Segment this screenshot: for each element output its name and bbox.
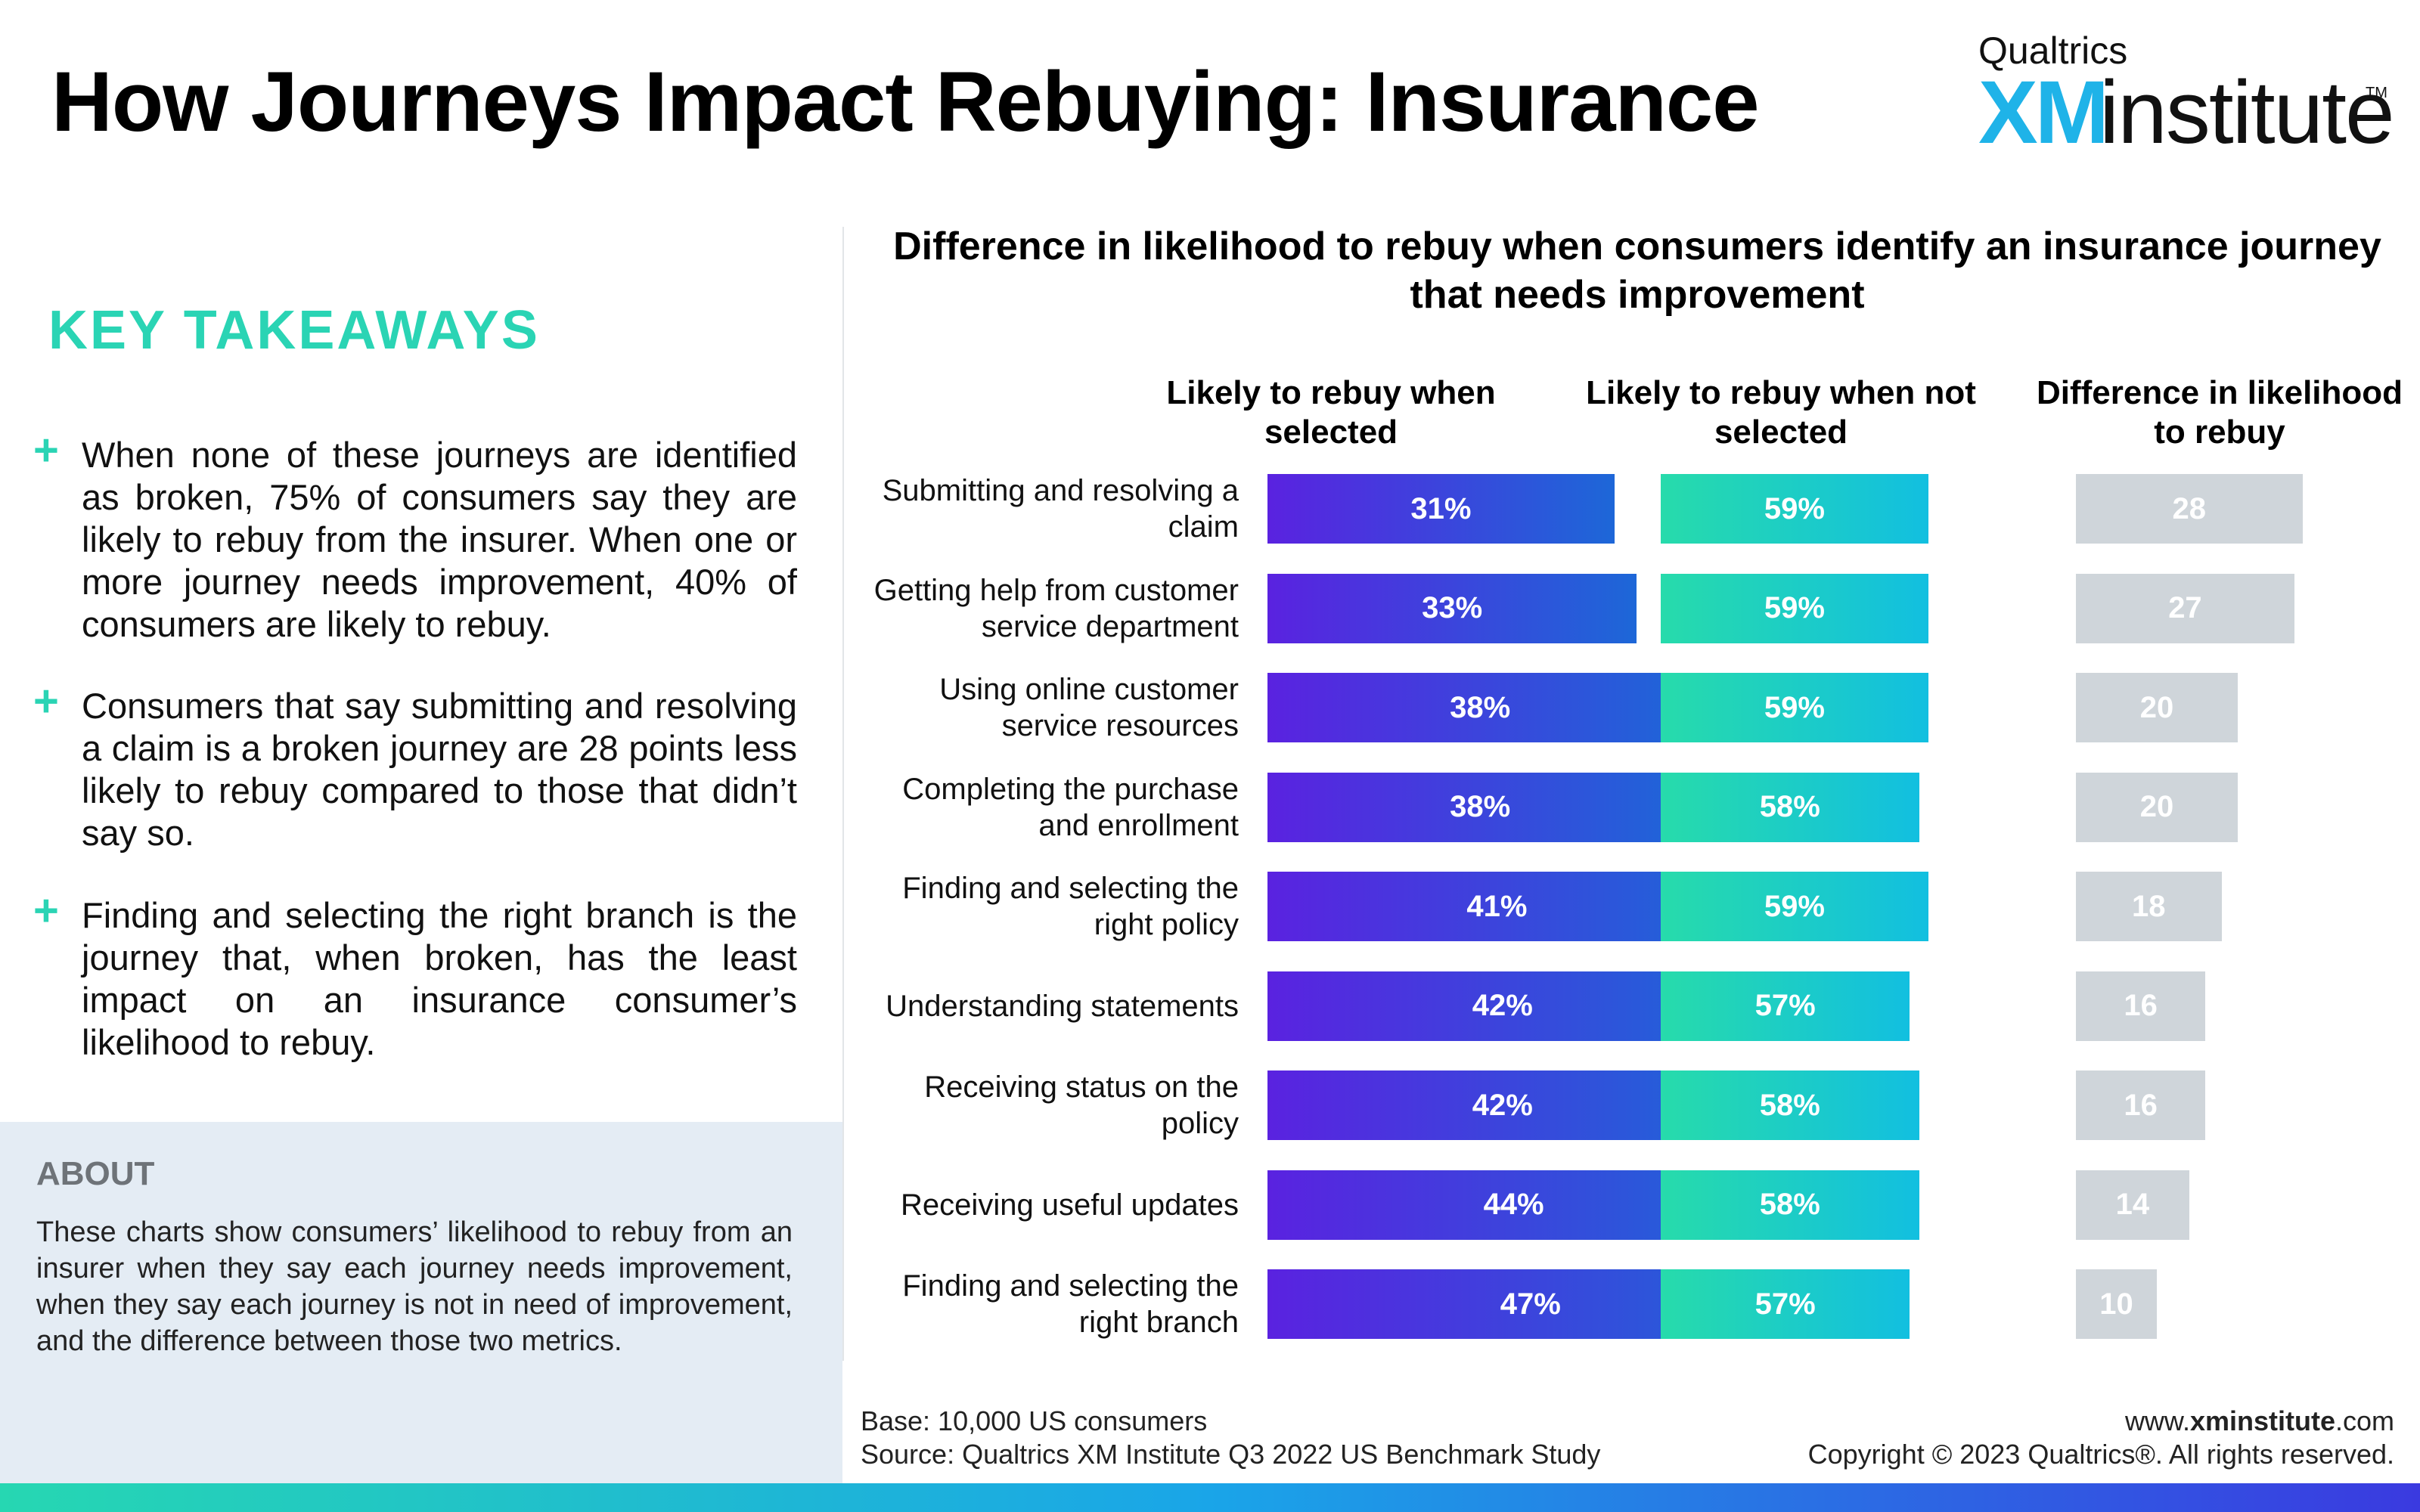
base-note: Base: 10,000 US consumers	[861, 1405, 1208, 1436]
data-label: 38%	[1450, 790, 1511, 823]
row-label: Understanding statements	[886, 989, 1239, 1023]
takeaway-text: When none of these journeys are identifi…	[82, 435, 797, 644]
takeaway-text: Finding and selecting the right branch i…	[82, 895, 797, 1062]
row-label: Completing the purchase and enrollment	[902, 772, 1239, 842]
section-divider	[842, 227, 844, 1361]
row-label: Receiving status on the policy	[924, 1070, 1239, 1140]
data-label: 59%	[1764, 591, 1825, 624]
bar-selected: 38%	[1267, 772, 1693, 842]
logo-trademark: TM	[2366, 85, 2387, 101]
bar-not-selected: 59%	[1661, 872, 1928, 941]
bar-selected: 33%	[1267, 573, 1637, 643]
bar-difference: 16	[2076, 971, 2206, 1041]
data-label: 14	[2115, 1188, 2150, 1221]
data-label: 58%	[1759, 1188, 1820, 1221]
bar-difference: 14	[2076, 1170, 2189, 1240]
data-label: 31%	[1410, 491, 1472, 525]
data-label: 33%	[1422, 591, 1483, 624]
bar-difference: 16	[2076, 1070, 2206, 1140]
xm-institute-logo: Qualtrics XM institute TM	[1978, 29, 2395, 157]
bar-difference: 27	[2076, 573, 2294, 643]
data-label: 59%	[1764, 690, 1825, 724]
bar-not-selected: 58%	[1661, 772, 1919, 842]
column-header-not-selected: Likely to rebuy when not selected	[1586, 374, 1976, 451]
takeaway-item: + Consumers that say submitting and reso…	[33, 680, 797, 854]
data-label: 20	[2139, 790, 2174, 823]
bar-selected: 38%	[1267, 673, 1693, 742]
page-title: How Journeys Impact Rebuying: Insurance	[51, 54, 1759, 149]
data-label: 59%	[1764, 491, 1825, 525]
chart-title: Difference in likelihood to rebuy when c…	[893, 225, 2381, 317]
bar-selected: 31%	[1267, 474, 1615, 544]
data-label: 20	[2139, 690, 2174, 724]
bar-difference: 18	[2076, 872, 2222, 941]
bar-not-selected: 58%	[1661, 1070, 1919, 1140]
about-body: These charts show consumers’ likelihood …	[36, 1216, 793, 1357]
row-label: Getting help from customer service depar…	[873, 573, 1239, 643]
copyright-text: Copyright © 2023 Qualtrics®. All rights …	[1807, 1439, 2394, 1470]
data-label: 16	[2124, 1088, 2158, 1122]
bar-not-selected: 57%	[1661, 971, 1910, 1041]
data-label: 57%	[1754, 989, 1816, 1022]
plus-icon: +	[33, 426, 59, 475]
data-label: 58%	[1759, 1088, 1820, 1122]
bar-not-selected: 59%	[1661, 573, 1928, 643]
data-label: 58%	[1759, 790, 1820, 823]
takeaway-item: + When none of these journeys are identi…	[33, 429, 797, 646]
row-label: Using online customer service resources	[939, 673, 1239, 742]
data-label: 41%	[1466, 889, 1528, 923]
data-label: 38%	[1450, 690, 1511, 724]
source-note: Source: Qualtrics XM Institute Q3 2022 U…	[861, 1439, 1601, 1470]
column-header-selected: Likely to rebuy when selected	[1166, 374, 1496, 451]
data-label: 44%	[1483, 1188, 1544, 1221]
plus-icon: +	[33, 886, 59, 935]
bar-not-selected: 58%	[1661, 1170, 1919, 1240]
bar-difference: 20	[2076, 772, 2238, 842]
data-label: 42%	[1472, 1088, 1533, 1122]
bar-difference: 28	[2076, 474, 2303, 544]
bar-difference: 20	[2076, 673, 2238, 742]
footer-source: Base: 10,000 US consumers Source: Qualtr…	[861, 1405, 1600, 1471]
data-label: 16	[2124, 989, 2158, 1022]
logo-institute-text: institute	[2099, 63, 2395, 163]
logo-xm-text: XM	[1978, 63, 2109, 163]
takeaway-text: Consumers that say submitting and resolv…	[82, 686, 797, 853]
logo-brand-text: Qualtrics	[1978, 29, 2128, 72]
plus-icon: +	[33, 677, 59, 726]
key-takeaways-heading: KEY TAKEAWAYS	[48, 300, 540, 361]
row-label: Receiving useful updates	[901, 1188, 1239, 1222]
bar-not-selected: 59%	[1661, 673, 1928, 742]
takeaway-item: + Finding and selecting the right branch…	[33, 889, 797, 1064]
row-label: Finding and selecting the right policy	[902, 872, 1239, 941]
footer-copyright: www.xminstitute.com Copyright © 2023 Qua…	[1808, 1405, 2394, 1471]
data-label: 59%	[1764, 889, 1825, 923]
row-label: Finding and selecting the right branch	[902, 1269, 1239, 1339]
column-header-difference: Difference in likelihood to rebuy	[2036, 374, 2403, 451]
bottom-gradient-band	[0, 1483, 2420, 1512]
row-label: Submitting and resolving a claim	[882, 474, 1239, 544]
about-title: ABOUT	[36, 1155, 155, 1192]
data-label: 57%	[1754, 1287, 1816, 1321]
website-link[interactable]: www.xminstitute.com	[2124, 1405, 2394, 1436]
data-label: 28	[2172, 491, 2207, 525]
bar-selected: 42%	[1267, 971, 1738, 1041]
data-label: 27	[2168, 591, 2202, 624]
data-label: 47%	[1500, 1287, 1561, 1321]
data-label: 10	[2099, 1287, 2133, 1321]
bar-selected: 42%	[1267, 1070, 1738, 1140]
bar-selected: 41%	[1267, 872, 1727, 941]
data-label: 18	[2132, 889, 2166, 923]
data-label: 42%	[1472, 989, 1533, 1022]
bar-not-selected: 57%	[1661, 1269, 1910, 1339]
bar-not-selected: 59%	[1661, 474, 1928, 544]
bar-difference: 10	[2076, 1269, 2157, 1339]
about-panel: ABOUT These charts show consumers’ likel…	[0, 1122, 842, 1483]
